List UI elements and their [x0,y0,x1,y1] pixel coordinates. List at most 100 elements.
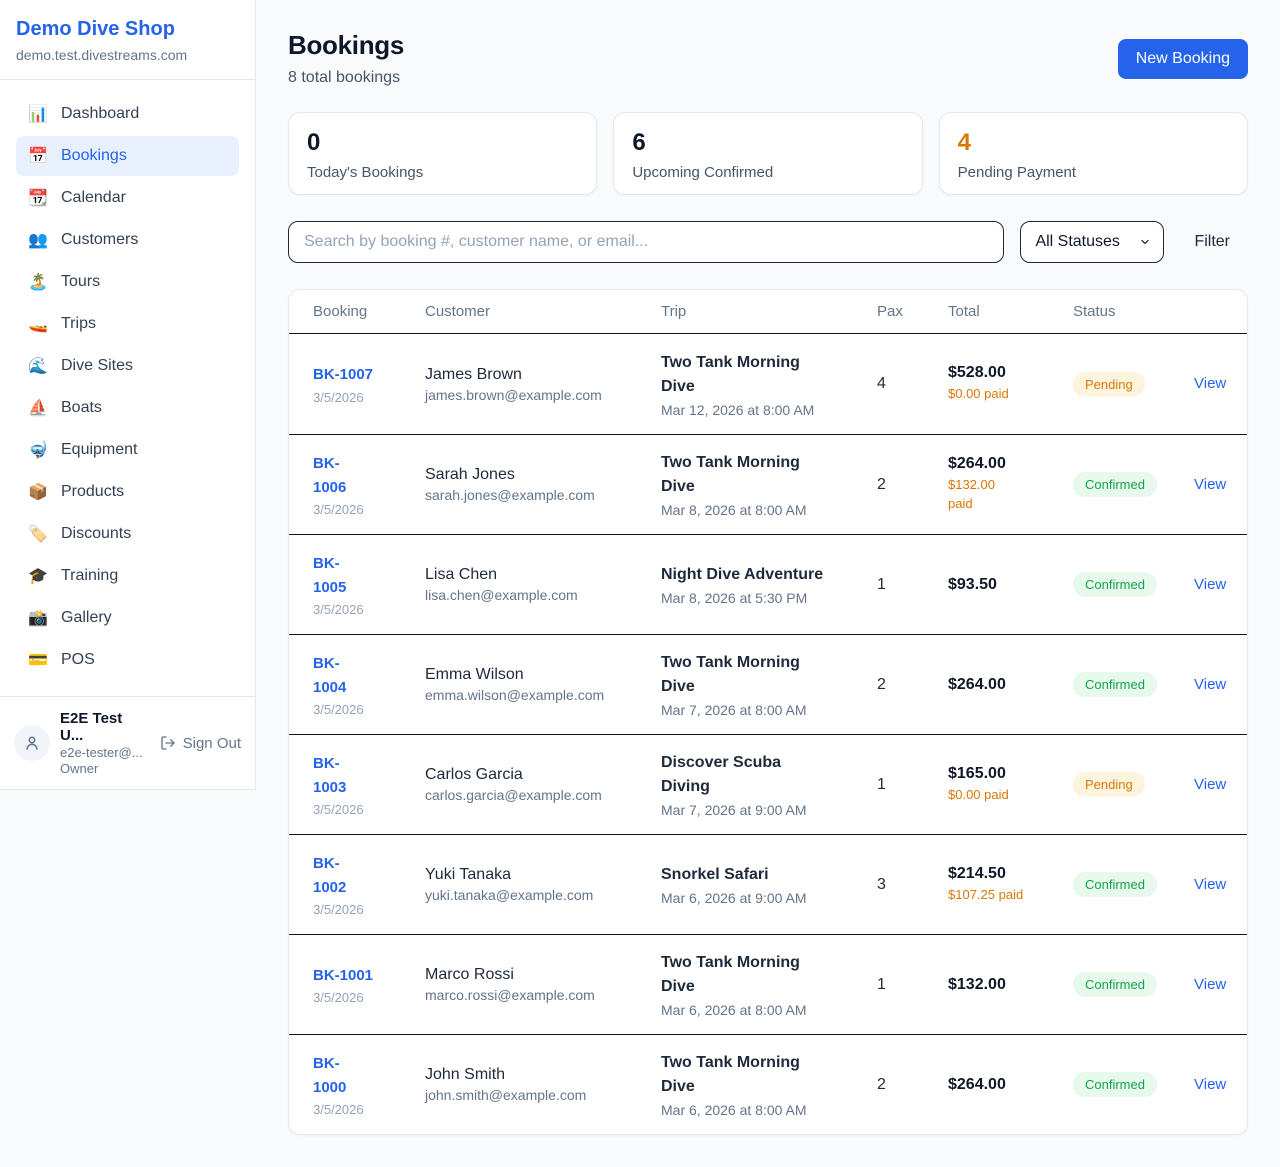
sidebar-item-label: Equipment [61,441,138,458]
bookings-table: Booking Customer Trip Pax Total Status B… [288,289,1248,1135]
table-header-row: Booking Customer Trip Pax Total Status [289,290,1247,334]
sidebar-item-calendar[interactable]: 📆 Calendar [16,178,239,218]
sign-out-button[interactable]: Sign Out [160,735,241,752]
stat-value: 0 [307,129,321,156]
total-amount: $264.00 [948,455,1006,473]
column-header-total: Total [948,303,980,320]
sidebar-item-label: Tours [61,273,101,290]
log-out-icon [160,736,175,750]
sidebar-item-boats[interactable]: ⛵ Boats [16,388,239,428]
customer-email: james.brown@example.com [425,386,602,403]
stats-row: 0 Today's Bookings 6 Upcoming Confirmed … [288,112,1248,195]
sidebar-item-bookings[interactable]: 📅 Bookings [16,136,239,176]
booking-id-link[interactable]: BK- 1000 [313,1055,347,1096]
booking-id-link[interactable]: BK-1007 [313,366,374,384]
total-amount: $264.00 [948,1075,1006,1093]
trip-name: Two Tank Morning Dive [661,1054,800,1095]
sidebar-item-pos[interactable]: 💳 POS [16,640,239,680]
person-icon [26,736,38,750]
total-amount: $165.00 [948,764,1006,782]
view-link[interactable]: View [1194,1075,1227,1093]
sidebar-item-discounts[interactable]: 🏷️ Discounts [16,514,239,554]
new-booking-button[interactable]: New Booking [1117,38,1248,79]
page-header: Bookings 8 total bookings New Booking [288,30,1248,87]
search-input[interactable] [288,221,1005,263]
customer-name: John Smith [425,1066,506,1083]
sidebar-item-products[interactable]: 📦 Products [16,472,239,512]
sidebar: Demo Dive Shop demo.test.divestreams.com… [0,0,256,790]
customer-email: john.smith@example.com [425,1087,587,1103]
page-subtitle: 8 total bookings [288,69,401,86]
customer-email: emma.wilson@example.com [425,687,605,703]
sidebar-item-training[interactable]: 🎓 Training [16,556,239,596]
view-link[interactable]: View [1194,575,1227,593]
table-row: BK- 1005 3/5/2026 Lisa Chen lisa.chen@ex… [289,534,1247,634]
total-amount: $132.00 [948,975,1006,993]
price-tag-icon: 🏷️ [28,526,48,543]
booking-id-link[interactable]: BK- 1003 [313,755,347,796]
sidebar-item-dashboard[interactable]: 📊 Dashboard [16,94,239,134]
user-email: e2e-tester@... [60,745,143,760]
stat-label: Pending Payment [957,163,1077,181]
view-link[interactable]: View [1194,475,1227,493]
sidebar-item-dive-sites[interactable]: 🌊 Dive Sites [16,346,239,386]
sidebar-item-equipment[interactable]: 🤿 Equipment [16,430,239,470]
camera-icon: 📸 [28,610,48,627]
view-link[interactable]: View [1194,375,1227,392]
view-link[interactable]: View [1194,775,1227,793]
booking-id-link[interactable]: BK- 1005 [313,555,347,596]
customer-name: Sarah Jones [425,466,515,483]
status-badge: Confirmed [1073,572,1157,597]
view-link[interactable]: View [1194,675,1227,693]
pax-count: 1 [877,975,886,993]
trip-datetime: Mar 8, 2026 at 5:30 PM [661,590,808,606]
booking-id-link[interactable]: BK- 1004 [313,655,347,696]
booking-id-link[interactable]: BK-1001 [313,966,374,984]
sidebar-item-gallery[interactable]: 📸 Gallery [16,598,239,638]
calendar-icon: 📅 [28,148,48,165]
sidebar-item-label: Gallery [61,609,112,626]
paid-amount: $132.00 paid [948,477,995,511]
view-link[interactable]: View [1194,975,1227,993]
filter-row: All Statuses Filter [288,221,1248,263]
paid-amount: $0.00 paid [948,386,1009,402]
user-name: E2E Test U... [60,710,123,744]
customer-email: carlos.garcia@example.com [425,787,602,803]
sidebar-item-label: Customers [61,231,139,248]
view-link[interactable]: View [1194,875,1227,893]
status-badge: Confirmed [1073,1072,1157,1097]
status-select-value: All Statuses [1035,233,1120,250]
sidebar-item-trips[interactable]: 🚤 Trips [16,304,239,344]
status-badge: Confirmed [1073,972,1157,997]
trip-datetime: Mar 8, 2026 at 8:00 AM [661,502,807,518]
booking-id-link[interactable]: BK- 1002 [313,855,347,896]
table-row: BK-1001 3/5/2026 Marco Rossi marco.rossi… [289,934,1247,1034]
chevron-down-icon [1141,239,1150,245]
booking-date: 3/5/2026 [313,990,364,1006]
sailboat-icon: ⛵ [28,400,48,417]
people-icon: 👥 [28,232,48,249]
booking-id-link[interactable]: BK- 1006 [313,455,347,496]
booking-date: 3/5/2026 [313,801,364,817]
brand-domain: demo.test.divestreams.com [16,47,188,63]
trip-datetime: Mar 6, 2026 at 8:00 AM [661,1002,807,1018]
speedboat-icon: 🚤 [28,316,48,333]
trip-name: Two Tank Morning Dive [661,353,800,395]
sidebar-item-customers[interactable]: 👥 Customers [16,220,239,260]
sidebar-item-tours[interactable]: 🏝️ Tours [16,262,239,302]
table-row: BK- 1003 3/5/2026 Carlos Garcia carlos.g… [289,734,1247,834]
table-row: BK- 1002 3/5/2026 Yuki Tanaka yuki.tanak… [289,834,1247,934]
brand-title: Demo Dive Shop [16,18,175,40]
sidebar-item-label: Training [61,567,119,584]
status-badge: Confirmed [1073,672,1157,697]
sidebar-item-label: Dive Sites [61,357,134,374]
status-filter-select[interactable]: All Statuses [1020,221,1165,263]
credit-card-icon: 💳 [28,652,48,669]
filter-button[interactable]: Filter [1194,233,1230,250]
stat-label: Upcoming Confirmed [632,163,774,181]
sidebar-item-label: POS [61,651,95,668]
pax-count: 1 [877,575,886,593]
total-amount: $214.50 [948,864,1006,882]
status-badge: Confirmed [1073,872,1157,897]
trip-datetime: Mar 7, 2026 at 9:00 AM [661,802,807,818]
